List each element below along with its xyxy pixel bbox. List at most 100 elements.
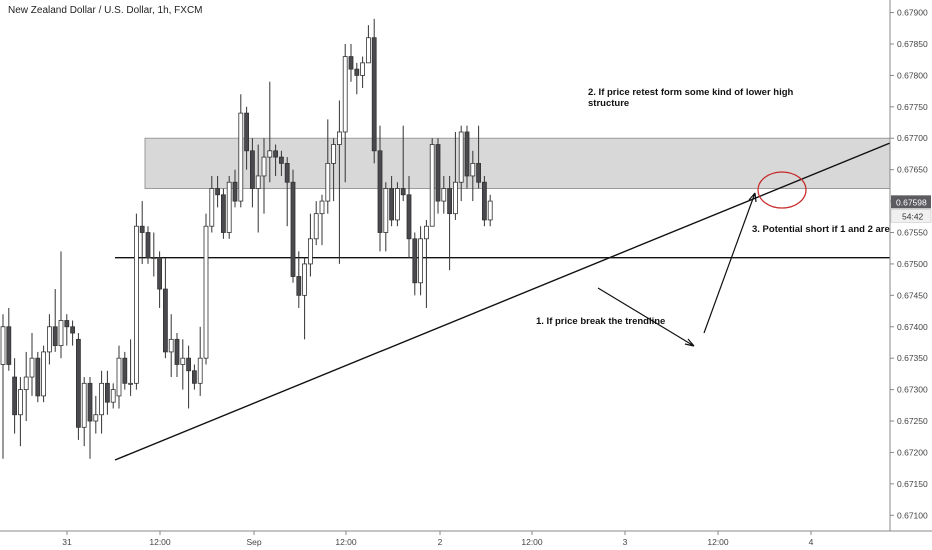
candle-body [412, 238, 418, 284]
last-price-label: 0.67598 [896, 197, 927, 207]
projection-arrows [597, 192, 757, 347]
candle [47, 314, 52, 365]
annotation-text: structure [588, 98, 629, 109]
candle [122, 351, 128, 390]
candle [412, 232, 418, 296]
candle [307, 213, 313, 277]
candle-body [470, 162, 476, 177]
y-tick-label: 0.67250 [897, 416, 928, 426]
candle-body [319, 200, 325, 215]
countdown-label: 54:42 [902, 211, 924, 221]
candle-body [458, 131, 464, 183]
candle [197, 326, 203, 396]
candle-body [244, 112, 250, 152]
candle [110, 383, 116, 409]
candle-body [307, 238, 313, 265]
candle [6, 307, 12, 371]
candle [296, 251, 302, 308]
candle [458, 125, 464, 202]
candle [157, 251, 163, 308]
candle [244, 106, 250, 170]
candle [441, 175, 447, 214]
candle-body [41, 351, 46, 397]
y-tick-label: 0.67700 [897, 133, 928, 143]
candle [12, 358, 18, 434]
candle [133, 213, 139, 390]
trendline [114, 142, 891, 461]
candle-body [342, 56, 348, 133]
chart-title: New Zealand Dollar / U.S. Dollar, 1h, FX… [6, 4, 205, 17]
candle-body [261, 156, 267, 177]
candle [203, 213, 209, 365]
candle [273, 144, 279, 176]
candle-body [255, 175, 261, 189]
candle-body [400, 188, 406, 196]
candle [116, 345, 122, 409]
candle [406, 175, 412, 258]
candle-body [122, 357, 128, 384]
candle-body [354, 68, 360, 76]
x-tick-label: Sep [246, 537, 261, 547]
candle-body [447, 188, 453, 215]
x-tick-label: 31 [62, 537, 72, 547]
candle-body [87, 382, 93, 422]
candle-body [23, 376, 29, 391]
candle [435, 138, 441, 214]
candle-body [215, 188, 221, 196]
candle [360, 56, 366, 88]
candle [139, 201, 145, 264]
candle-body [406, 194, 412, 240]
candle-body [76, 338, 81, 428]
candle-body [313, 213, 319, 240]
candle-body [70, 326, 75, 334]
candle-body [6, 326, 12, 365]
candle [238, 94, 244, 208]
x-tick-label: 4 [809, 537, 814, 547]
candle-body [168, 338, 174, 353]
candle [93, 395, 99, 434]
annotation-text: 3. Potential short if 1 and 2 are [752, 224, 890, 235]
candle [76, 333, 81, 440]
x-tick-label: 12:00 [521, 537, 543, 547]
candle-body [180, 357, 186, 365]
candle-body [249, 150, 255, 189]
candle [267, 81, 273, 183]
candle [302, 257, 308, 340]
x-tick-label: 12:00 [149, 537, 171, 547]
candle-body [435, 144, 441, 202]
candle [220, 188, 226, 239]
candle-body [273, 150, 279, 158]
candle-body [331, 144, 337, 164]
candle-body [325, 162, 331, 202]
candle-body [64, 320, 70, 328]
countdown-tag [890, 209, 932, 223]
candle [99, 370, 104, 434]
candle [394, 182, 400, 227]
y-tick-label: 0.67300 [897, 385, 928, 395]
last-price-tag [891, 195, 931, 209]
candle [105, 370, 110, 415]
candle-body [116, 357, 122, 397]
candle [389, 175, 395, 227]
candle [145, 226, 151, 264]
candle [290, 169, 296, 283]
candle-body [441, 188, 447, 202]
candle-body [47, 326, 52, 353]
candle-body [232, 181, 238, 202]
candle [429, 138, 435, 227]
target-circle [757, 171, 807, 209]
y-tick-label: 0.67650 [897, 165, 928, 175]
y-tick-label: 0.67850 [897, 39, 928, 49]
candle [23, 351, 29, 422]
candle [64, 314, 70, 346]
candle [476, 125, 482, 189]
resistance-zone [144, 137, 891, 190]
candle-body [139, 225, 145, 233]
annotation-text: 2. If price retest form some kind of low… [588, 87, 794, 98]
candle-body [371, 37, 377, 152]
candle-body [348, 56, 354, 70]
candle-body [365, 37, 371, 64]
candle-body [93, 414, 99, 422]
